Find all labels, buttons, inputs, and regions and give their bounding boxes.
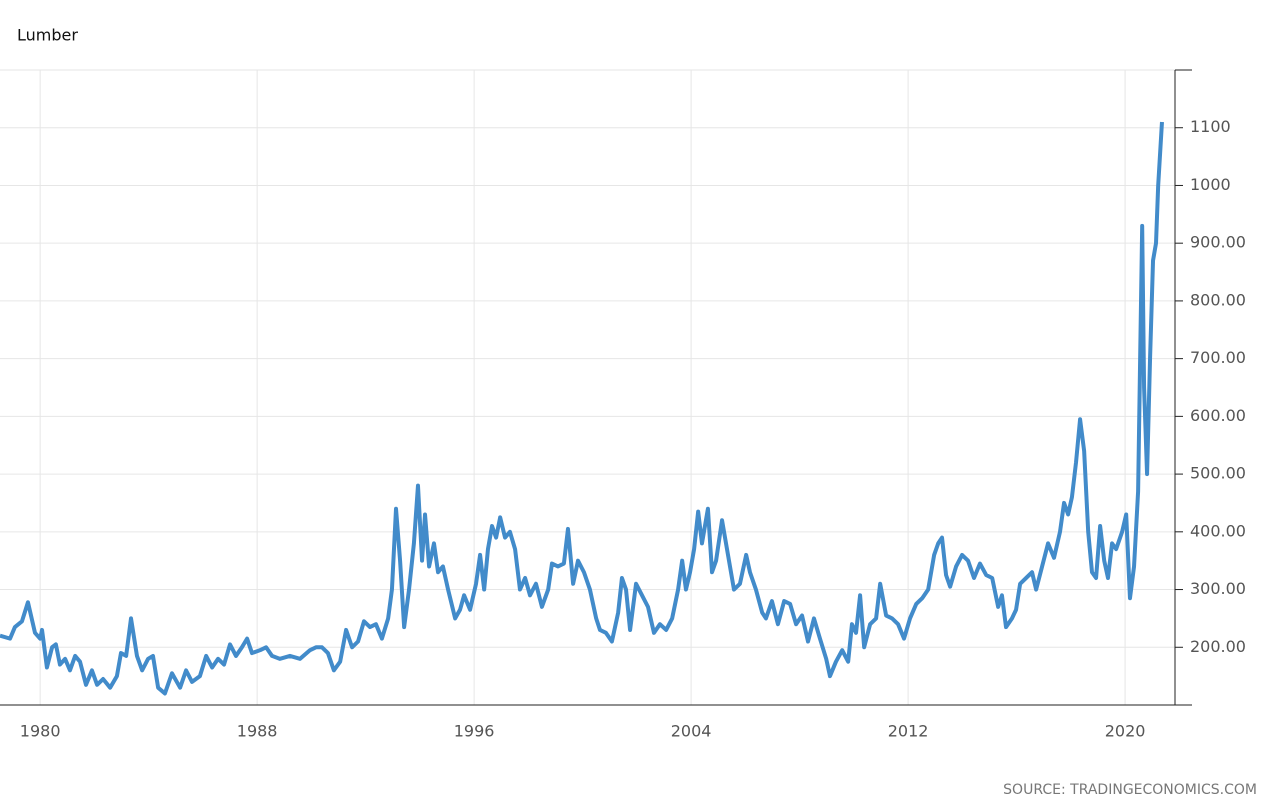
y-tick-label: 200.00 xyxy=(1190,637,1246,656)
y-tick-label: 500.00 xyxy=(1190,464,1246,483)
y-tick-label: 800.00 xyxy=(1190,290,1246,309)
source: SOURCE: TRADINGECONOMICS.COM xyxy=(1003,782,1257,798)
y-tick-label: 1000 xyxy=(1190,175,1231,194)
x-tick-label: 1980 xyxy=(20,722,61,741)
y-tick-label: 400.00 xyxy=(1190,521,1246,540)
chart-title: Lumber xyxy=(17,26,78,45)
y-tick-label: 700.00 xyxy=(1190,348,1246,367)
y-tick-label: 1100 xyxy=(1190,117,1231,136)
x-tick-label: 1996 xyxy=(454,722,495,741)
x-tick-label: 1988 xyxy=(237,722,278,741)
x-tick-label: 2004 xyxy=(671,722,712,741)
x-tick-label: 2020 xyxy=(1105,722,1146,741)
y-tick-label: 900.00 xyxy=(1190,233,1246,252)
data-line xyxy=(0,121,1164,696)
y-tick-label: 600.00 xyxy=(1190,406,1246,425)
x-tick-label: 2012 xyxy=(888,722,929,741)
y-tick-label: 300.00 xyxy=(1190,579,1246,598)
